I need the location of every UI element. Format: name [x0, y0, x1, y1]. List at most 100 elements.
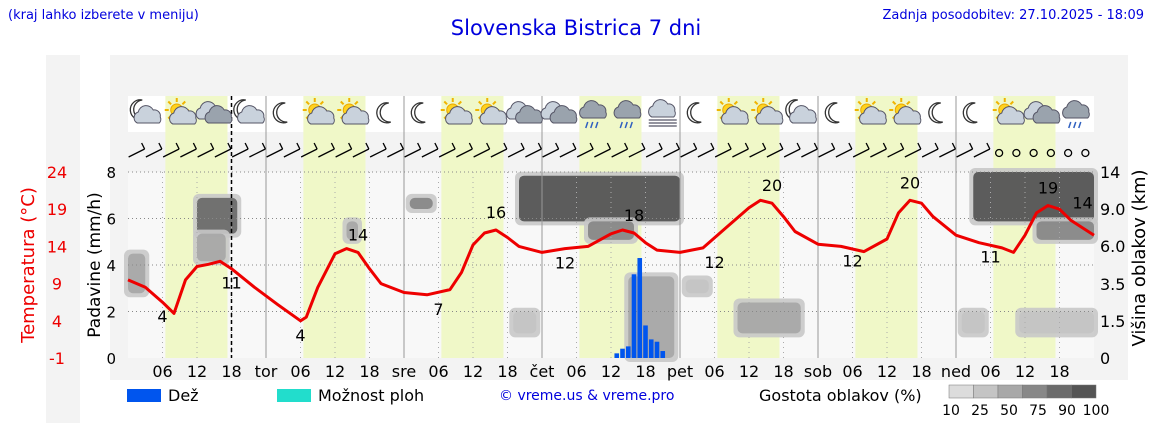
- wind-barb: [266, 148, 283, 158]
- wind-barb: [231, 148, 249, 158]
- cloud-shape: [789, 105, 817, 124]
- sun-cloud-icon: [992, 98, 1025, 125]
- wind-barb-flag: [951, 142, 956, 150]
- hour-tick-label: 12: [601, 362, 621, 381]
- wind-barb: [766, 148, 784, 158]
- wind-barb-flag: [468, 142, 473, 150]
- sun-ray: [457, 100, 462, 106]
- sun-ray: [857, 100, 862, 106]
- cloud-shape: [613, 100, 642, 119]
- temperature-label: 16: [486, 203, 506, 222]
- sun-ray: [995, 100, 1000, 106]
- hour-tick-label: 12: [187, 362, 207, 381]
- daylight-band: [855, 96, 918, 358]
- cloud-shape: [169, 106, 197, 125]
- legend-rain-swatch: [127, 389, 161, 402]
- wind-barb-flag: [141, 142, 146, 150]
- moon-shape: [928, 102, 944, 124]
- wind-barb: [456, 148, 473, 158]
- moon-icon: [928, 102, 944, 124]
- wind-barb-flag: [882, 142, 887, 150]
- day-tick-label: sre: [392, 362, 416, 381]
- wind-barb: [162, 148, 180, 158]
- hour-tick-label: 18: [221, 362, 241, 381]
- cloud-shape: [549, 105, 578, 124]
- precipitation-bars: [614, 258, 666, 358]
- rain-bar: [648, 339, 654, 358]
- temperature-label: 7: [433, 300, 443, 319]
- wind-barb-flag: [934, 142, 939, 150]
- temperature-label: 12: [842, 251, 862, 270]
- credit-link[interactable]: © vreme.us & vreme.pro: [499, 388, 675, 404]
- calm-wind-marker: [1012, 148, 1021, 158]
- temperature-axis-title: Temperatura (°C): [18, 187, 39, 344]
- wind-barb: [697, 148, 715, 158]
- wind-barb: [421, 148, 439, 158]
- moon-cloud-icon: [129, 99, 162, 124]
- cloud-shape: [1062, 100, 1090, 119]
- daylight-band: [441, 96, 504, 358]
- cloud-shape: [133, 105, 162, 124]
- wind-barb-flag: [244, 142, 249, 150]
- wind-barb-flag: [192, 142, 197, 150]
- moon-shape: [272, 102, 288, 124]
- legend-density-label: Gostota oblakov (%): [759, 386, 922, 405]
- cloud-patch: [409, 197, 433, 209]
- temperature-label: 4: [295, 326, 305, 345]
- wind-barb-flag: [675, 142, 680, 150]
- sun-cloud-icon: [302, 98, 335, 125]
- temperature-label: 19: [1038, 178, 1058, 197]
- wind-barb: [438, 148, 456, 158]
- last-updated: Zadnja posodobitev: 27.10.2025 - 18:09: [882, 8, 1144, 23]
- wind-barb: [404, 148, 421, 158]
- wind-barb: [180, 148, 197, 158]
- temperature-label: 18: [624, 206, 644, 225]
- hour-tick-label: 06: [704, 362, 724, 381]
- density-level-label: 50: [1000, 403, 1018, 419]
- wind-barb: [387, 148, 404, 158]
- moon-shape: [410, 102, 426, 124]
- cloud-height-tick-label: 1.5: [1100, 312, 1125, 331]
- wind-barb: [559, 148, 577, 158]
- wind-barb: [525, 148, 542, 158]
- cloud-height-tick-label: 9.0: [1100, 200, 1125, 219]
- wind-barb: [663, 148, 680, 158]
- wind-barb-flag: [813, 142, 818, 150]
- temperature-label: 12: [704, 253, 724, 272]
- cloud-icon: [540, 101, 578, 124]
- cloud-shape: [721, 106, 749, 125]
- cloud-patch: [197, 197, 238, 234]
- rain-drop: [1078, 121, 1082, 129]
- day-tick-label: sob: [804, 362, 832, 381]
- rain-bar: [620, 348, 625, 358]
- wind-barb-flag: [348, 142, 353, 150]
- day-tick-label: ned: [941, 362, 971, 381]
- wind-barb-flag: [399, 142, 404, 150]
- wind-barb: [214, 148, 232, 158]
- wind-barb-flag: [434, 142, 439, 150]
- wind-barb: [904, 148, 922, 158]
- wind-barb-flag: [279, 142, 284, 150]
- wind-barb: [783, 148, 801, 158]
- rain-bar: [654, 341, 660, 358]
- temperature-label: 14: [1072, 193, 1092, 212]
- wind-barb-flag: [572, 142, 577, 150]
- calm-wind-marker: [1081, 148, 1090, 158]
- wind-barb: [145, 148, 163, 158]
- wind-barb-flag: [555, 142, 560, 150]
- cloud-shape: [755, 106, 784, 125]
- density-swatch: [1022, 384, 1048, 399]
- rain-drop: [1073, 121, 1077, 129]
- sun-cloud-icon: [475, 98, 508, 125]
- sun-cloud-icon: [164, 98, 197, 125]
- wind-barb-flag: [693, 142, 698, 150]
- hour-tick-label: 06: [566, 362, 586, 381]
- rain-bar: [643, 325, 648, 358]
- wind-barb: [507, 148, 525, 158]
- cloud-shape: [445, 106, 473, 125]
- wind-barb: [542, 148, 559, 158]
- cloud-patch: [588, 221, 634, 240]
- density-swatch: [948, 384, 974, 399]
- wind-barb-flag: [796, 142, 801, 150]
- legend-rain-label: Dež: [168, 386, 199, 405]
